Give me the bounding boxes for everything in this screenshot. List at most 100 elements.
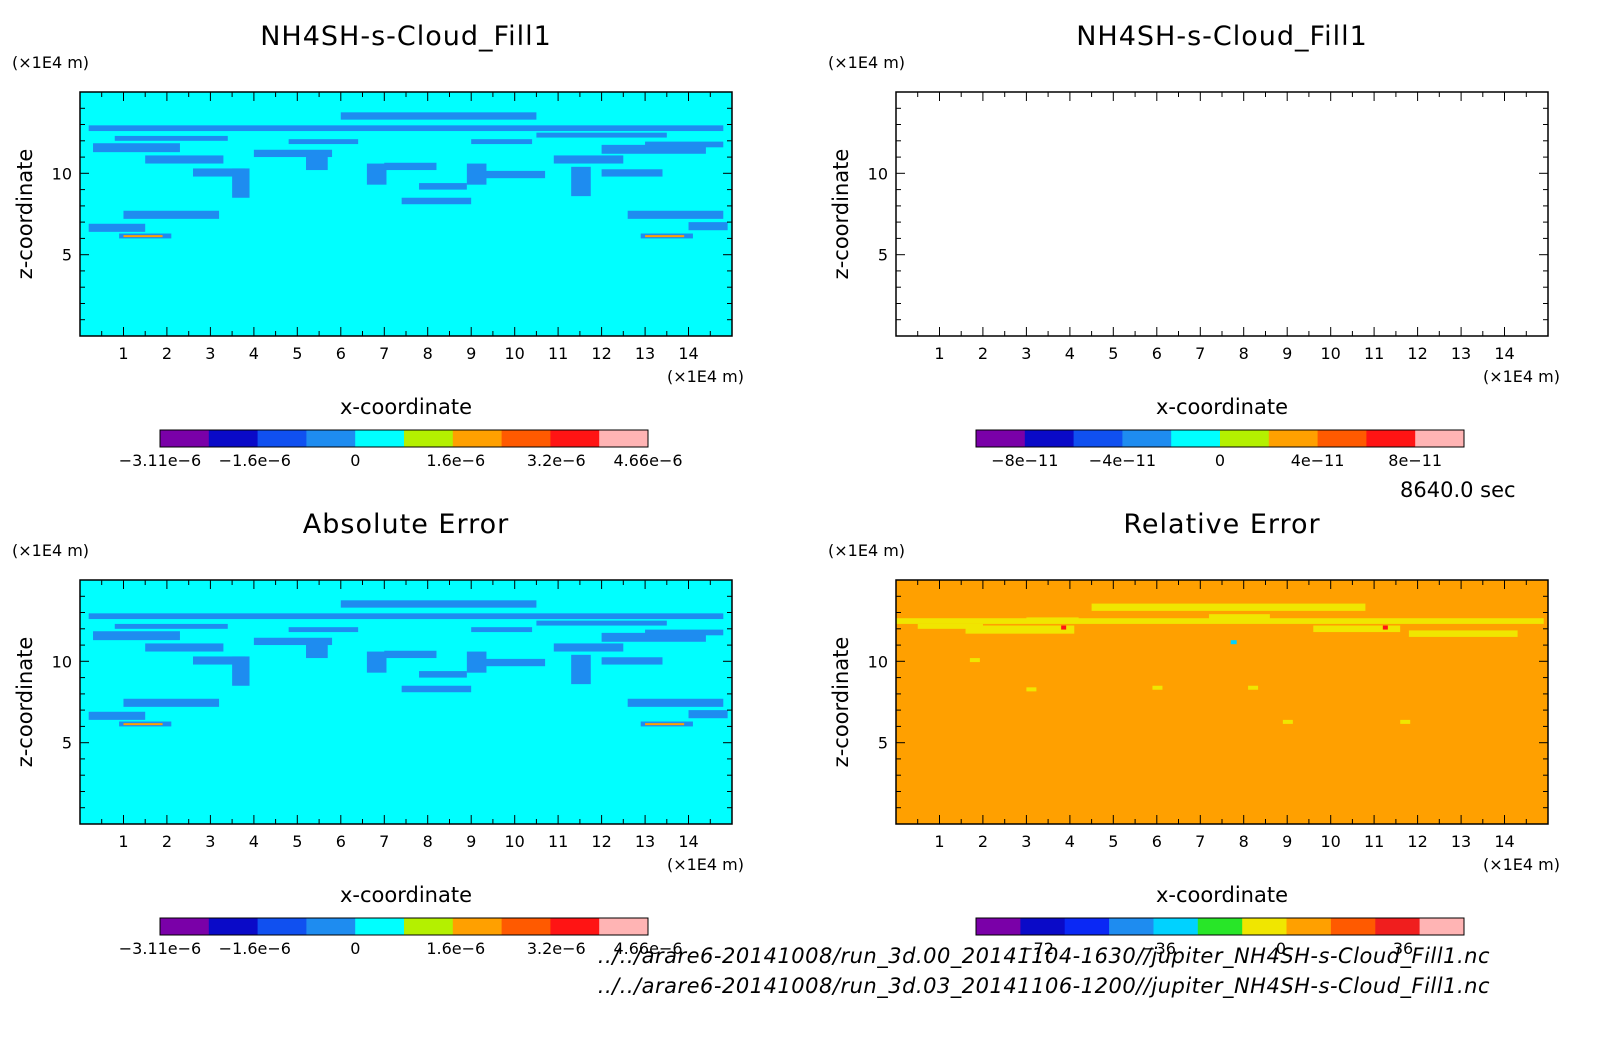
colorbar-cell-1 <box>1020 918 1066 935</box>
colorbar-frame <box>159 917 649 936</box>
colorbar-tick-label: −36 <box>1142 939 1176 958</box>
x-tick-label: 11 <box>548 344 568 363</box>
cloud-contour-0 <box>88 613 724 620</box>
x-tick-label: 13 <box>635 344 655 363</box>
chart-title: Relative Error <box>1123 509 1320 540</box>
cloud-contour-12 <box>366 163 387 185</box>
colorbar-tick-label: −4e−11 <box>1089 451 1156 470</box>
colorbar-cell-0 <box>160 918 210 935</box>
colorbar-tick-label: 0 <box>1215 451 1225 470</box>
x-tick-label: 10 <box>504 832 524 851</box>
x-tick-label: 3 <box>1021 832 1031 851</box>
colorbar-tick-label: 1.6e−6 <box>426 451 485 470</box>
x-unit-label: (×1E4 m) <box>667 855 744 874</box>
colorbar-cell-6 <box>1242 918 1288 935</box>
cloud-contour-2 <box>93 631 180 641</box>
rel-spot-2 <box>1152 685 1163 690</box>
cloud-contour-0 <box>88 125 724 132</box>
y-tick-label: 10 <box>868 164 888 183</box>
colorbar-cell-6 <box>1268 430 1319 447</box>
colorbar-tick-label: −1.6e−6 <box>219 939 291 958</box>
cloud-contour-22 <box>688 710 728 719</box>
y-tick-label: 10 <box>52 164 72 183</box>
band-inner-1 <box>645 723 685 726</box>
x-axis-label: x-coordinate <box>1156 395 1288 419</box>
rel-spot-3 <box>1248 685 1259 690</box>
rel-spot-5 <box>1400 719 1411 724</box>
x-tick-label: 14 <box>1494 832 1514 851</box>
x-tick-label: 2 <box>978 344 988 363</box>
x-tick-label: 14 <box>1494 344 1514 363</box>
x-axis-label: x-coordinate <box>340 395 472 419</box>
x-tick-label: 8 <box>423 344 433 363</box>
rel-band-2 <box>965 625 1075 634</box>
x-tick-label: 14 <box>678 344 698 363</box>
cloud-contour-21 <box>627 210 724 219</box>
cloud-contour-16 <box>479 658 546 667</box>
colorbar-cell-7 <box>501 918 551 935</box>
cloud-contour-20 <box>601 657 663 665</box>
y-axis-label: z-coordinate <box>13 637 37 768</box>
rel-band-3 <box>1313 625 1401 633</box>
cloud-contour-13 <box>419 671 467 678</box>
rel-cyan-spot <box>1230 640 1237 645</box>
cloud-contour-4 <box>193 168 246 177</box>
x-tick-label: 7 <box>379 832 389 851</box>
colorbar-cell-0 <box>160 430 210 447</box>
colorbar-cell-6 <box>452 918 503 935</box>
colorbar-cell-9 <box>1375 918 1421 935</box>
cloud-contour-1 <box>340 112 537 120</box>
x-tick-label: 13 <box>1451 832 1471 851</box>
colorbar-cell-7 <box>1286 918 1332 935</box>
cloud-contour-12 <box>366 651 387 673</box>
y-tick-label: 5 <box>878 246 888 265</box>
x-tick-label: 11 <box>1364 832 1384 851</box>
chart-panel-1: NH4SH-s-Cloud_Fill1(×1E4 m)1 2 3 4 5 6 7 8 9 10 11… <box>828 21 1560 470</box>
colorbar-tick-label: −8e−11 <box>991 451 1058 470</box>
colorbar-tick-label: −1.6e−6 <box>219 451 291 470</box>
cloud-contour-1 <box>340 600 537 608</box>
x-tick-label: 6 <box>336 832 346 851</box>
y-unit-label: (×1E4 m) <box>12 541 89 560</box>
x-tick-label: 10 <box>1320 832 1340 851</box>
colorbar-cell-7 <box>1317 430 1367 447</box>
y-axis-label: z-coordinate <box>829 637 853 768</box>
x-tick-label: 5 <box>292 832 302 851</box>
colorbar-cell-2 <box>1073 430 1123 447</box>
colorbar-cell-7 <box>501 430 551 447</box>
colorbar-tick-label: 4e−11 <box>1291 451 1345 470</box>
colorbar-cell-5 <box>1220 430 1270 447</box>
y-unit-label: (×1E4 m) <box>12 53 89 72</box>
colorbar-cell-4 <box>1153 918 1199 935</box>
cloud-contour-7 <box>88 223 146 232</box>
colorbar-tick-label: 0 <box>1276 939 1286 958</box>
colorbar-cell-5 <box>404 918 454 935</box>
colorbar-cell-6 <box>452 430 503 447</box>
x-tick-label: 1 <box>934 344 944 363</box>
rel-band-4 <box>1408 630 1518 637</box>
x-unit-label: (×1E4 m) <box>1483 367 1560 386</box>
colorbar-tick-label: 36 <box>1393 939 1413 958</box>
x-tick-label: 4 <box>249 344 259 363</box>
colorbar-tick-label: 4.66e−6 <box>613 451 682 470</box>
colorbar-cell-5 <box>404 430 454 447</box>
cloud-contour-26 <box>536 620 667 626</box>
cloud-contour-19 <box>571 166 591 197</box>
cloud-contour-19 <box>571 654 591 685</box>
colorbar-cell-2 <box>257 430 307 447</box>
band-inner-0 <box>123 723 163 726</box>
colorbar-tick-label: 3.2e−6 <box>527 939 586 958</box>
y-tick-label: 5 <box>878 734 888 753</box>
x-tick-label: 11 <box>1364 344 1384 363</box>
rel-red-spot-1 <box>1382 625 1388 630</box>
x-tick-label: 6 <box>336 344 346 363</box>
chart-panel-2: Absolute Error(×1E4 m)1 2 3 4 5 6 7 8 9 10 11 12 13 1… <box>12 509 744 958</box>
cloud-contour-15 <box>401 685 472 693</box>
x-tick-label: 4 <box>1065 832 1075 851</box>
cloud-contour-20 <box>601 169 663 177</box>
x-tick-label: 12 <box>1407 832 1427 851</box>
cloud-contour-6 <box>123 210 220 219</box>
x-tick-label: 12 <box>1407 344 1427 363</box>
colorbar-tick-label: −3.11e−6 <box>119 939 201 958</box>
colorbar-cell-4 <box>355 430 405 447</box>
